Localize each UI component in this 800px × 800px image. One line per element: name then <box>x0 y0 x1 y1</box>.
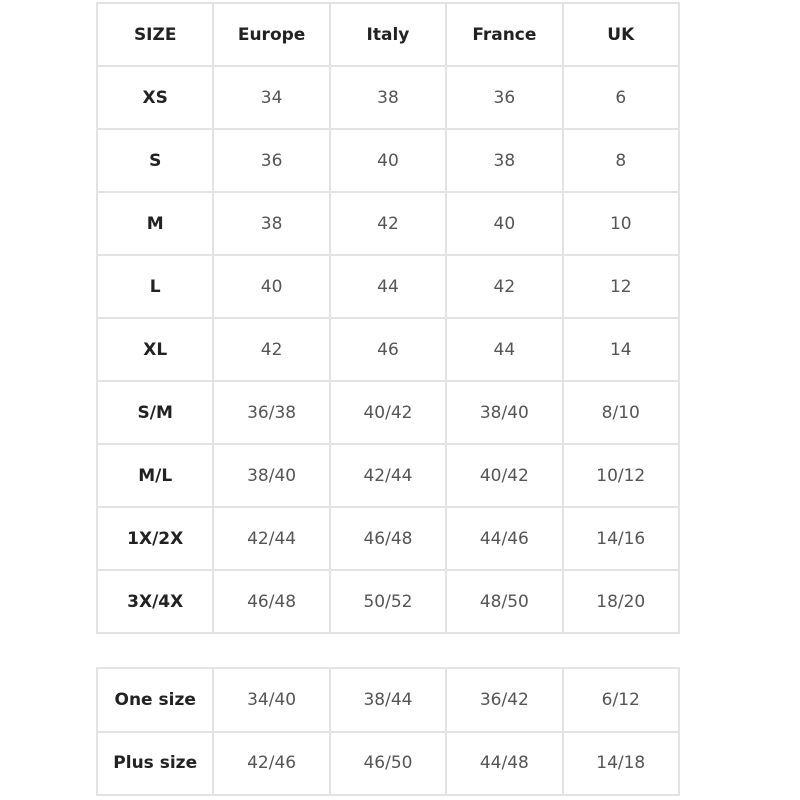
size-value-cell: 42 <box>445 254 564 319</box>
size-value-cell: 36/38 <box>212 380 331 445</box>
table-row: 1X/2X 42/44 46/48 44/46 14/16 <box>95 506 680 571</box>
size-value-cell: 50/52 <box>328 569 448 634</box>
size-value-cell: 10 <box>561 191 680 256</box>
size-value-cell: 40/42 <box>445 443 564 508</box>
size-label-cell: 1X/2X <box>95 506 215 571</box>
size-value-cell: 42 <box>212 317 331 382</box>
size-value-cell: 46/48 <box>328 506 448 571</box>
table-row: One size 34/40 38/44 36/42 6/12 <box>95 667 680 733</box>
table-row: XL 42 46 44 14 <box>95 317 680 382</box>
size-value-cell: 36 <box>212 128 331 193</box>
table-row: M/L 38/40 42/44 40/42 10/12 <box>95 443 680 508</box>
table-row: XS 34 38 36 6 <box>95 65 680 130</box>
table-row: Plus size 42/46 46/50 44/48 14/18 <box>95 730 680 796</box>
table-row: 3X/4X 46/48 50/52 48/50 18/20 <box>95 569 680 634</box>
table-row: M 38 42 40 10 <box>95 191 680 256</box>
size-label-cell: One size <box>95 667 215 733</box>
column-header: Italy <box>328 2 448 67</box>
table-row: S 36 40 38 8 <box>95 128 680 193</box>
size-label-cell: M <box>95 191 215 256</box>
size-value-cell: 34 <box>212 65 331 130</box>
size-value-cell: 42/46 <box>212 730 331 796</box>
size-value-cell: 42/44 <box>328 443 448 508</box>
size-label-cell: S/M <box>95 380 215 445</box>
table-row: S/M 36/38 40/42 38/40 8/10 <box>95 380 680 445</box>
size-value-cell: 40 <box>212 254 331 319</box>
size-value-cell: 44 <box>445 317 564 382</box>
column-header: UK <box>561 2 680 67</box>
size-label-cell: XL <box>95 317 215 382</box>
size-value-cell: 18/20 <box>561 569 680 634</box>
size-value-cell: 38 <box>445 128 564 193</box>
size-value-cell: 46/48 <box>212 569 331 634</box>
size-label-cell: XS <box>95 65 215 130</box>
size-value-cell: 38 <box>212 191 331 256</box>
size-label-cell: S <box>95 128 215 193</box>
column-header: Europe <box>212 2 331 67</box>
size-value-cell: 38/44 <box>328 667 448 733</box>
size-value-cell: 6 <box>561 65 680 130</box>
size-value-cell: 38/40 <box>445 380 564 445</box>
size-value-cell: 48/50 <box>445 569 564 634</box>
size-value-cell: 6/12 <box>561 667 680 733</box>
size-value-cell: 42/44 <box>212 506 331 571</box>
size-value-cell: 14/18 <box>561 730 680 796</box>
size-value-cell: 46 <box>328 317 448 382</box>
size-value-cell: 8/10 <box>561 380 680 445</box>
column-header: France <box>445 2 564 67</box>
size-value-cell: 38/40 <box>212 443 331 508</box>
size-value-cell: 12 <box>561 254 680 319</box>
size-label-cell: M/L <box>95 443 215 508</box>
size-value-cell: 14 <box>561 317 680 382</box>
size-value-cell: 10/12 <box>561 443 680 508</box>
size-value-cell: 46/50 <box>328 730 448 796</box>
size-value-cell: 36 <box>445 65 564 130</box>
size-label-cell: L <box>95 254 215 319</box>
size-value-cell: 38 <box>328 65 448 130</box>
column-header: SIZE <box>95 2 215 67</box>
size-value-cell: 34/40 <box>212 667 331 733</box>
size-value-cell: 40 <box>328 128 448 193</box>
table-header-row: SIZE Europe Italy France UK <box>95 2 680 67</box>
size-value-cell: 44 <box>328 254 448 319</box>
size-value-cell: 8 <box>561 128 680 193</box>
size-chart-table: SIZE Europe Italy France UK XS 34 38 36 6 S 36 40 38… <box>95 2 680 634</box>
size-value-cell: 44/48 <box>445 730 564 796</box>
size-value-cell: 42 <box>328 191 448 256</box>
size-label-cell: 3X/4X <box>95 569 215 634</box>
special-sizes-table: One size 34/40 38/44 36/42 6/12 Plus size 42/4… <box>95 667 680 796</box>
size-value-cell: 36/42 <box>445 667 564 733</box>
size-value-cell: 14/16 <box>561 506 680 571</box>
size-value-cell: 44/46 <box>445 506 564 571</box>
size-value-cell: 40/42 <box>328 380 448 445</box>
size-value-cell: 40 <box>445 191 564 256</box>
size-label-cell: Plus size <box>95 730 215 796</box>
table-row: L 40 44 42 12 <box>95 254 680 319</box>
